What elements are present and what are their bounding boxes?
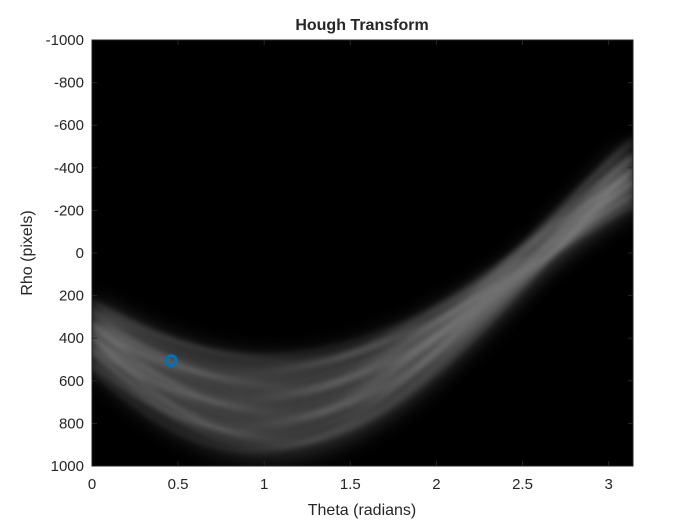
heatmap-streak: [92, 168, 633, 445]
heatmap-streak: [92, 154, 633, 437]
chart-title: Hough Transform: [295, 17, 428, 34]
y-tick-label: -600: [54, 117, 84, 134]
y-tick-label: -1000: [46, 32, 84, 49]
y-tick-label: 800: [59, 415, 84, 432]
x-tick-label: 3: [604, 476, 612, 493]
heatmap-streak: [92, 154, 633, 449]
x-tick-label: 1.5: [340, 476, 361, 493]
heatmap-streak: [92, 135, 633, 453]
y-axis-label: Rho (pixels): [19, 210, 36, 295]
x-tick-label: 2: [432, 476, 440, 493]
y-tick-label: -800: [54, 75, 84, 92]
peak-marker: [164, 354, 178, 368]
peak-markers: [164, 354, 178, 368]
heatmap-streak: [92, 140, 633, 430]
y-tick-label: 1000: [51, 458, 84, 475]
x-tick-label: 0: [88, 476, 96, 493]
y-axis: -1000 -800 -600 -400 -200 0 200 400 600 800 1000: [46, 32, 633, 475]
y-tick-label: 400: [59, 330, 84, 347]
y-tick-label: 0: [76, 245, 84, 262]
x-tick-label: 1: [260, 476, 268, 493]
heatmap-streak: [92, 142, 633, 434]
heatmap-streaks: [92, 135, 633, 453]
y-tick-label: 200: [59, 288, 84, 305]
y-tick-label: -400: [54, 160, 84, 177]
x-axis: 0 0.5 1 1.5 2 2.5 3: [88, 40, 613, 493]
y-tick-label: -200: [54, 202, 84, 219]
heatmap-streak: [92, 180, 633, 418]
heatmap-image: [92, 135, 633, 461]
heatmap-streak: [92, 167, 633, 399]
x-tick-label: 2.5: [512, 476, 533, 493]
heatmap-streak: [92, 167, 633, 441]
x-tick-label: 0.5: [168, 476, 189, 493]
heatmap-streak: [92, 183, 633, 372]
x-axis-label: Theta (radians): [308, 502, 417, 519]
y-tick-label: 600: [59, 373, 84, 390]
